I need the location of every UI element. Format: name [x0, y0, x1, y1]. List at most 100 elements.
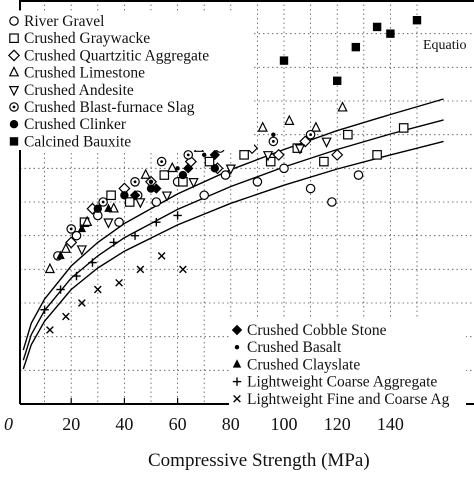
data-point: [124, 197, 135, 207]
data-point: [412, 16, 422, 25]
data-point: [327, 197, 337, 207]
data-point: [183, 163, 194, 174]
legend-marker: [231, 324, 243, 336]
data-point: [98, 197, 108, 207]
data-point: [331, 148, 344, 161]
data-point: [109, 238, 118, 247]
legend-marker: [9, 120, 19, 129]
data-point: [77, 223, 87, 233]
data-point: [353, 170, 364, 180]
data-point: [136, 265, 145, 274]
data-point: [129, 190, 141, 201]
data-point: [130, 231, 140, 240]
data-point: [148, 179, 154, 184]
data-point: [299, 135, 312, 148]
data-point: [262, 151, 274, 162]
fit-curve: [22, 119, 444, 361]
data-point: [135, 198, 146, 209]
legend-background: [6, 10, 254, 151]
legend-marker: [9, 33, 19, 43]
legend-label: Crushed Clayslate: [247, 356, 360, 373]
data-point: [178, 170, 188, 180]
data-point: [173, 211, 182, 220]
x-tick-label: 80: [222, 414, 240, 434]
x-tick-label: 140: [377, 414, 404, 434]
data-point: [372, 22, 382, 32]
data-point: [159, 170, 170, 180]
data-point: [398, 123, 409, 133]
data-point: [93, 285, 102, 294]
data-point: [60, 242, 72, 253]
data-point: [72, 271, 81, 281]
data-point: [202, 152, 207, 158]
fit-curves: [22, 98, 444, 370]
data-point: [167, 161, 178, 173]
legend-label: Crushed Andesite: [24, 82, 134, 99]
data-point: [152, 218, 161, 227]
data-point: [115, 278, 123, 287]
data-point: [151, 183, 162, 194]
data-point: [199, 190, 209, 201]
x-tick-label: 40: [115, 414, 133, 434]
data-point: [156, 156, 167, 167]
data-point: [114, 217, 124, 227]
data-point: [140, 168, 151, 179]
data-point: [179, 265, 187, 274]
data-points: [40, 16, 422, 334]
data-point: [40, 305, 49, 314]
legend-background: [229, 319, 466, 408]
data-point: [130, 177, 140, 187]
legend-marker: [8, 66, 20, 77]
data-point: [120, 191, 129, 200]
legend-marker: [8, 85, 20, 97]
data-point: [151, 197, 162, 207]
fit-curve: [22, 140, 444, 370]
legend-label: Lightweight Coarse Aggregate: [247, 374, 437, 391]
data-point: [103, 218, 114, 229]
data-point: [265, 156, 276, 167]
data-point: [77, 299, 86, 307]
legend-marker: [9, 137, 19, 146]
data-point: [62, 312, 70, 321]
data-point: [351, 42, 361, 52]
data-point: [157, 252, 166, 260]
x-tick-label: 20: [62, 414, 80, 434]
data-point: [252, 177, 263, 187]
x-axis-label: Compressive Strength (MPa): [148, 450, 370, 471]
data-point: [46, 326, 54, 334]
legend-marker: [9, 102, 19, 112]
data-point: [44, 262, 56, 274]
data-point: [305, 129, 316, 140]
data-point: [305, 183, 316, 194]
data-point: [372, 150, 382, 160]
legend-marker: [232, 377, 242, 386]
legend-label: Crushed Clinker: [24, 116, 127, 133]
data-point: [337, 101, 348, 112]
data-point: [319, 156, 329, 167]
data-point: [56, 285, 65, 294]
data-point: [175, 166, 180, 171]
x-tick-label: 120: [324, 414, 351, 434]
x-tick-label: 100: [271, 414, 298, 434]
legend-label: Calcined Bauxite: [24, 133, 131, 150]
legend-marker: [232, 359, 242, 368]
legend-label: Crushed Graywacke: [24, 30, 150, 47]
data-point: [279, 163, 289, 174]
legend-label: Lightweight Fine and Coarse Ag: [247, 391, 450, 408]
data-point: [386, 29, 395, 38]
legend-label: Crushed Limestone: [24, 65, 145, 82]
fit-curve: [22, 98, 444, 351]
data-point: [310, 121, 322, 132]
data-point: [104, 203, 113, 212]
legend-label: River Gravel: [24, 13, 104, 30]
legend-marker: [233, 394, 241, 403]
data-point: [209, 149, 221, 161]
data-point: [56, 250, 65, 260]
data-point: [161, 191, 173, 202]
data-point: [204, 156, 215, 167]
data-point: [239, 150, 249, 160]
data-point: [88, 258, 97, 267]
